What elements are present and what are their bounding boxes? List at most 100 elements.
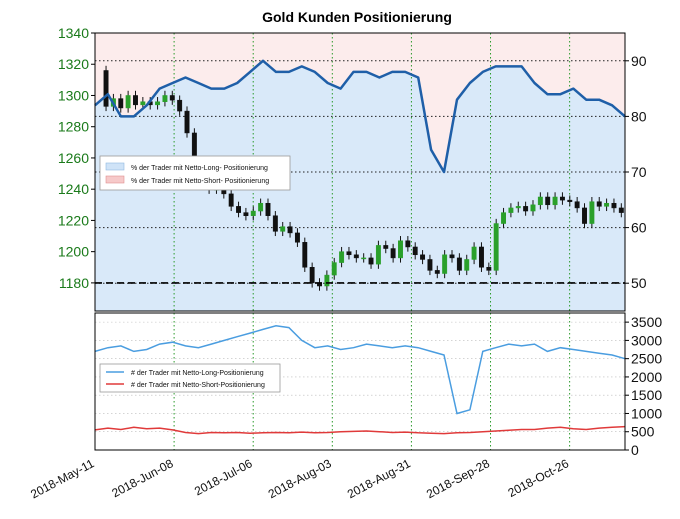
candle-body — [331, 262, 337, 276]
candle-body — [449, 254, 455, 259]
candle-body — [618, 207, 624, 213]
long-area-fill — [95, 60, 625, 311]
x-tick-label: 2018-Aug-03 — [266, 456, 334, 501]
candle-body — [464, 259, 470, 271]
net-long-line — [94, 59, 626, 174]
chart-title: Gold Kunden Positionierung — [262, 9, 452, 25]
candle-body — [155, 101, 161, 106]
bottom-right-tick-label: 3500 — [631, 314, 662, 330]
bottom-panel: 0 500 1000 1500 2000 2500 3000 3500 # der Trade… — [94, 312, 662, 458]
right-tick-label: 90 — [631, 53, 647, 69]
top-legend: % der Trader mit Netto-Long- Positionier… — [99, 155, 291, 191]
candle-body — [169, 95, 175, 101]
candle-body — [537, 196, 543, 206]
candle-body — [420, 254, 426, 260]
left-tick-label: 1300 — [58, 87, 89, 103]
candle-body — [486, 267, 492, 271]
bottom-right-tick-label: 1000 — [631, 405, 662, 421]
left-tick-label: 1220 — [58, 212, 89, 228]
x-tick-label: 2018-May-11 — [28, 456, 97, 501]
candle-body — [412, 246, 418, 256]
left-tick-label: 1200 — [58, 244, 89, 260]
candle-body — [353, 254, 359, 259]
x-tick-label: 2018-Jul-06 — [192, 456, 255, 498]
candle-body — [125, 95, 131, 109]
x-axis-ticks: 2018-May-11 2018-Jun-08 2018-Jul-06 2018-Au… — [28, 456, 571, 501]
candle-body — [471, 246, 477, 260]
left-tick-label: 1240 — [58, 181, 89, 197]
legend-label-long-count: # der Trader mit Netto-Long-Positionieru… — [131, 370, 264, 377]
bottom-right-axis-ticks: 0 500 1000 1500 2000 2500 3000 3500 — [625, 314, 662, 458]
candle-body — [501, 212, 507, 224]
candle-body — [567, 199, 573, 202]
bottom-right-tick-label: 3000 — [631, 332, 662, 348]
candle-body — [250, 210, 256, 216]
candle-body — [456, 257, 462, 271]
candle-body — [398, 240, 403, 259]
short-count-line — [94, 425, 626, 435]
x-tick-label: 2018-Aug-31 — [345, 456, 413, 501]
right-axis-ticks: 50 60 70 80 90 — [625, 53, 647, 291]
right-tick-label: 60 — [631, 220, 647, 236]
left-tick-label: 1260 — [58, 150, 89, 166]
top-legend-box — [99, 155, 291, 191]
candle-body — [258, 202, 264, 212]
legend-swatch-short — [105, 175, 125, 184]
candle-body — [515, 206, 521, 209]
candle-body — [559, 196, 565, 201]
candle-body — [236, 206, 241, 213]
candle-body — [604, 202, 610, 207]
candle-body — [434, 270, 440, 274]
top-panel: 1180 1200 1220 1240 1260 1280 1300 1320 1340 50 6… — [58, 25, 647, 312]
candle-body — [324, 274, 330, 287]
candle-body — [339, 251, 345, 263]
candle-body — [479, 246, 484, 268]
candle-body — [287, 226, 293, 234]
long-count-line — [94, 325, 626, 415]
x-tick-label: 2018-Jun-08 — [109, 456, 175, 500]
candle-body — [523, 206, 529, 212]
bottom-panel-border — [94, 312, 626, 451]
bottom-legend-box — [99, 363, 281, 393]
candle-body — [530, 204, 536, 212]
legend-swatch-long — [105, 162, 125, 171]
candle-body — [405, 240, 411, 248]
candle-body — [508, 207, 514, 213]
right-tick-label: 50 — [631, 275, 647, 291]
candle-body — [309, 267, 315, 284]
candle-body — [375, 245, 381, 265]
candle-body — [294, 232, 300, 243]
candle-body — [427, 259, 433, 271]
candle-body — [383, 245, 389, 249]
candle-body — [184, 110, 190, 134]
candle-body — [545, 196, 551, 206]
candle-body — [611, 202, 617, 209]
left-tick-label: 1280 — [58, 119, 89, 135]
left-axis-ticks: 1180 1200 1220 1240 1260 1280 1300 1320 1340 — [58, 25, 95, 291]
candle-body — [582, 207, 587, 224]
candle-body — [280, 226, 286, 232]
bottom-legend: # der Trader mit Netto-Long-Positionieru… — [99, 363, 281, 393]
candle-body — [243, 212, 249, 216]
candle-body — [390, 248, 396, 259]
x-tick-label: 2018-Sep-28 — [424, 456, 492, 501]
candle-body — [552, 196, 558, 206]
legend-label-short-count: # der Trader mit Netto-Short-Positionier… — [131, 382, 265, 389]
candle-body — [228, 193, 234, 207]
candle-body — [596, 201, 602, 207]
candle-body — [346, 251, 352, 256]
legend-label-long: % der Trader mit Netto-Long- Positionier… — [131, 165, 268, 172]
bottom-right-tick-label: 0 — [631, 442, 639, 458]
candle-body — [162, 95, 168, 102]
candle-body — [368, 257, 374, 265]
candle-body — [133, 95, 138, 106]
candle-body — [574, 201, 580, 209]
left-tick-label: 1340 — [58, 25, 89, 41]
right-tick-label: 80 — [631, 108, 647, 124]
candle-body — [118, 98, 124, 109]
candle-body — [272, 215, 278, 232]
candle-body — [265, 202, 271, 216]
legend-label-short: % der Trader mit Netto-Short- Positionie… — [131, 178, 269, 185]
bottom-right-tick-label: 500 — [631, 424, 655, 440]
